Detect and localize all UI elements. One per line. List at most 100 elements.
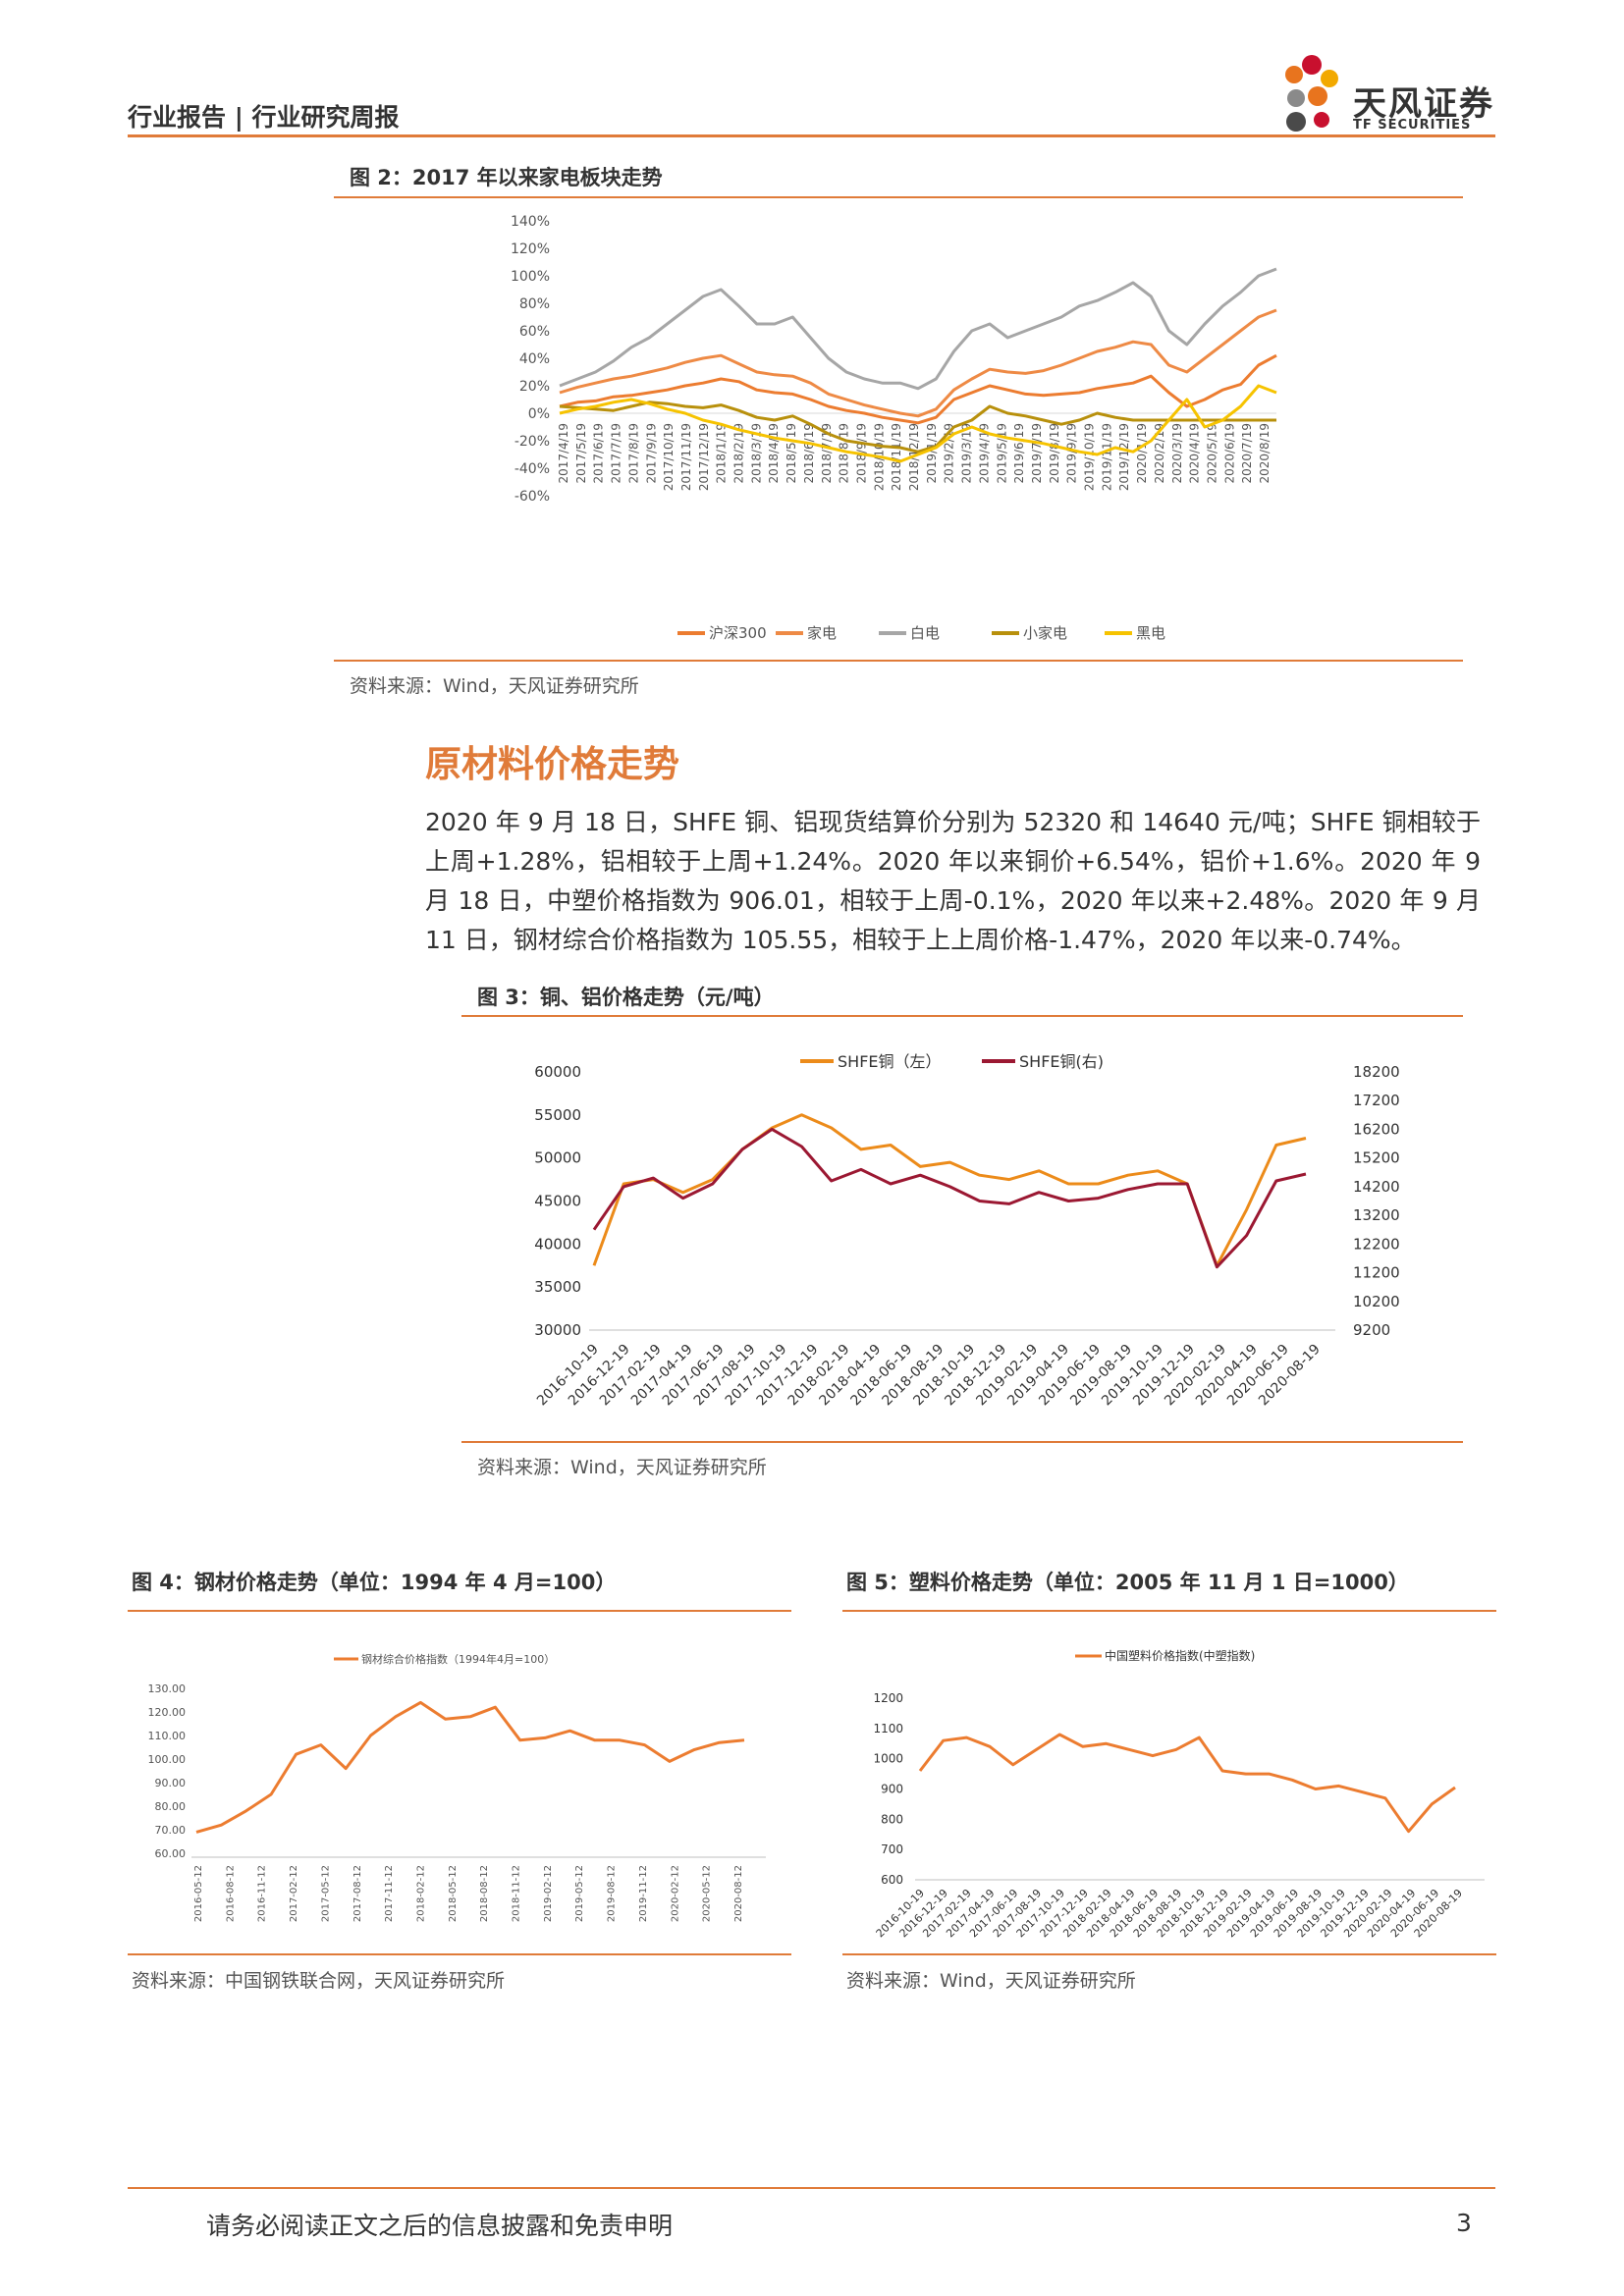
- y-left-tick-label: 30000: [534, 1321, 581, 1339]
- x-tick-label: 2017/9/19: [644, 423, 658, 484]
- fig4-title-rule: [128, 1610, 791, 1612]
- series-line-沪深300: [559, 353, 1277, 425]
- y-right-tick-label: 14200: [1353, 1178, 1400, 1196]
- x-tick-label: 2018/3/19: [749, 423, 763, 484]
- y-tick-label: 40%: [519, 351, 550, 367]
- y-tick-label: 80.00: [155, 1800, 187, 1813]
- x-tick-label: 2019/12/19: [1117, 423, 1131, 491]
- y-tick-label: 130.00: [148, 1682, 187, 1695]
- fig5-title-rule: [842, 1610, 1496, 1612]
- legend-label: 家电: [807, 624, 837, 642]
- fig3-chart: 60000 55000 50000 45000 40000 35000 30000 18200…: [534, 1052, 1400, 1409]
- y-tick-label: 20%: [519, 379, 550, 395]
- x-tick-label: 2020/2/19: [1153, 423, 1166, 484]
- fig2-title-rule: [334, 196, 1463, 198]
- x-tick-label: 2016-08-12: [225, 1865, 236, 1922]
- x-tick-label: 2019-11-12: [638, 1865, 649, 1922]
- x-tick-label: 2019/7/19: [1030, 423, 1044, 484]
- y-tick-label: 600: [881, 1873, 903, 1887]
- y-right-tick-label: 13200: [1353, 1206, 1400, 1224]
- y-left-tick-label: 60000: [534, 1063, 581, 1081]
- series-line-家电: [559, 308, 1277, 418]
- y-left-tick-label: 50000: [534, 1149, 581, 1167]
- y-right-tick-label: 18200: [1353, 1063, 1400, 1081]
- x-tick-label: 2019/4/19: [977, 423, 991, 484]
- y-left-tick-label: 55000: [534, 1106, 581, 1124]
- x-tick-label: 2020/3/19: [1170, 423, 1184, 484]
- x-tick-label: 2019-08-12: [607, 1865, 618, 1922]
- series-line-白电: [559, 267, 1277, 391]
- x-tick-label: 2019/9/19: [1065, 423, 1079, 484]
- fig5-title: 图 5：塑料价格走势（单位：2005 年 11 月 1 日=1000）: [846, 1571, 1409, 1594]
- x-tick-label: 2017/5/19: [574, 423, 588, 484]
- x-tick-label: 2017/7/19: [610, 423, 623, 484]
- fig2-chart: 140% 120% 100% 80% 60% 40% 20% 0% -20% -40% -60% 20…: [511, 214, 1277, 642]
- legend-label: 钢材综合价格指数（1994年4月=100）: [361, 1652, 555, 1666]
- fig4-title: 图 4：钢材价格走势（单位：1994 年 4 月=100）: [132, 1571, 617, 1594]
- page-number: 3: [1456, 2209, 1472, 2237]
- y-left-tick-label: 45000: [534, 1193, 581, 1210]
- legend-label: 中国塑料价格指数(中塑指数): [1105, 1648, 1255, 1663]
- x-tick-label: 2019/3/19: [960, 423, 974, 484]
- x-tick-label: 2018/7/19: [820, 423, 834, 484]
- y-tick-label: 800: [881, 1812, 903, 1826]
- y-left-tick-label: 35000: [534, 1278, 581, 1296]
- logo-chinese-name: 天风证券: [1353, 84, 1494, 124]
- y-tick-label: 700: [881, 1842, 903, 1856]
- y-tick-label: -60%: [514, 489, 550, 505]
- x-tick-label: 2019/1/19: [925, 423, 939, 484]
- y-tick-label: 0%: [528, 406, 550, 422]
- x-tick-label: 2020-05-12: [702, 1865, 713, 1922]
- x-tick-label: 2020/7/19: [1240, 423, 1254, 484]
- x-tick-label: 2017/12/19: [697, 423, 711, 491]
- y-tick-label: 1000: [873, 1752, 903, 1766]
- x-tick-label: 2018-11-12: [512, 1865, 522, 1922]
- x-tick-label: 2019/8/19: [1048, 423, 1061, 484]
- x-tick-label: 2018/5/19: [785, 423, 798, 484]
- series-line: [918, 1733, 1456, 1834]
- section-title: 原材料价格走势: [425, 743, 679, 785]
- x-tick-label: 2020-08-12: [733, 1865, 744, 1922]
- fig3-title-rule: [461, 1015, 1463, 1017]
- x-tick-label: 2019/10/19: [1083, 423, 1097, 491]
- x-tick-label: 2017-02-12: [289, 1865, 299, 1922]
- y-right-tick-label: 15200: [1353, 1149, 1400, 1167]
- fig5-source-rule: [842, 1953, 1496, 1955]
- series-line-right: [592, 1127, 1307, 1269]
- x-tick-label: 2018/1/19: [715, 423, 729, 484]
- fig2-source: 资料来源：Wind，天风证券研究所: [350, 675, 639, 697]
- y-tick-label: 80%: [519, 296, 550, 312]
- y-tick-label: 120%: [511, 241, 550, 257]
- section-paragraph: 2020 年 9 月 18 日，SHFE 铜、铝现货结算价分别为 52320 和…: [425, 803, 1481, 960]
- legend-label: SHFE铜（左）: [838, 1052, 942, 1071]
- y-right-tick-label: 16200: [1353, 1120, 1400, 1138]
- y-tick-label: 60.00: [155, 1847, 187, 1860]
- fig4-chart: 130.00 120.00 110.00 100.00 90.00 80.00 70.00 6…: [148, 1652, 766, 1922]
- x-tick-label: 2020/1/19: [1135, 423, 1149, 484]
- x-tick-label: 2020/4/19: [1188, 423, 1202, 484]
- legend-label: 小家电: [1023, 624, 1067, 642]
- x-tick-label: 2018-05-12: [448, 1865, 459, 1922]
- x-tick-label: 2017/4/19: [557, 423, 570, 484]
- fig2-title: 图 2：2017 年以来家电板块走势: [350, 166, 663, 189]
- x-tick-label: 2017/11/19: [679, 423, 693, 491]
- x-tick-label: 2019/5/19: [995, 423, 1008, 484]
- fig5-source: 资料来源：Wind，天风证券研究所: [846, 1970, 1136, 1992]
- fig4-source-rule: [128, 1953, 791, 1955]
- y-tick-label: 60%: [519, 324, 550, 340]
- x-tick-label: 2017-05-12: [320, 1865, 331, 1922]
- y-tick-label: 900: [881, 1783, 903, 1796]
- fig3-title: 图 3：铜、铝价格走势（元/吨）: [477, 986, 775, 1009]
- fig3-source-rule: [461, 1441, 1463, 1443]
- footer-rule: [128, 2187, 1495, 2189]
- fig3-source: 资料来源：Wind，天风证券研究所: [477, 1457, 767, 1478]
- header-rule: [128, 134, 1495, 137]
- y-tick-label: 120.00: [148, 1706, 187, 1719]
- x-tick-label: 2018/11/19: [890, 423, 903, 491]
- footer-disclaimer: 请务必阅读正文之后的信息披露和免责申明: [206, 2212, 674, 2240]
- y-tick-label: 90.00: [155, 1777, 187, 1789]
- y-tick-label: -20%: [514, 434, 550, 450]
- y-tick-label: 70.00: [155, 1824, 187, 1837]
- y-right-tick-label: 11200: [1353, 1264, 1400, 1282]
- x-tick-label: 2018-08-12: [479, 1865, 490, 1922]
